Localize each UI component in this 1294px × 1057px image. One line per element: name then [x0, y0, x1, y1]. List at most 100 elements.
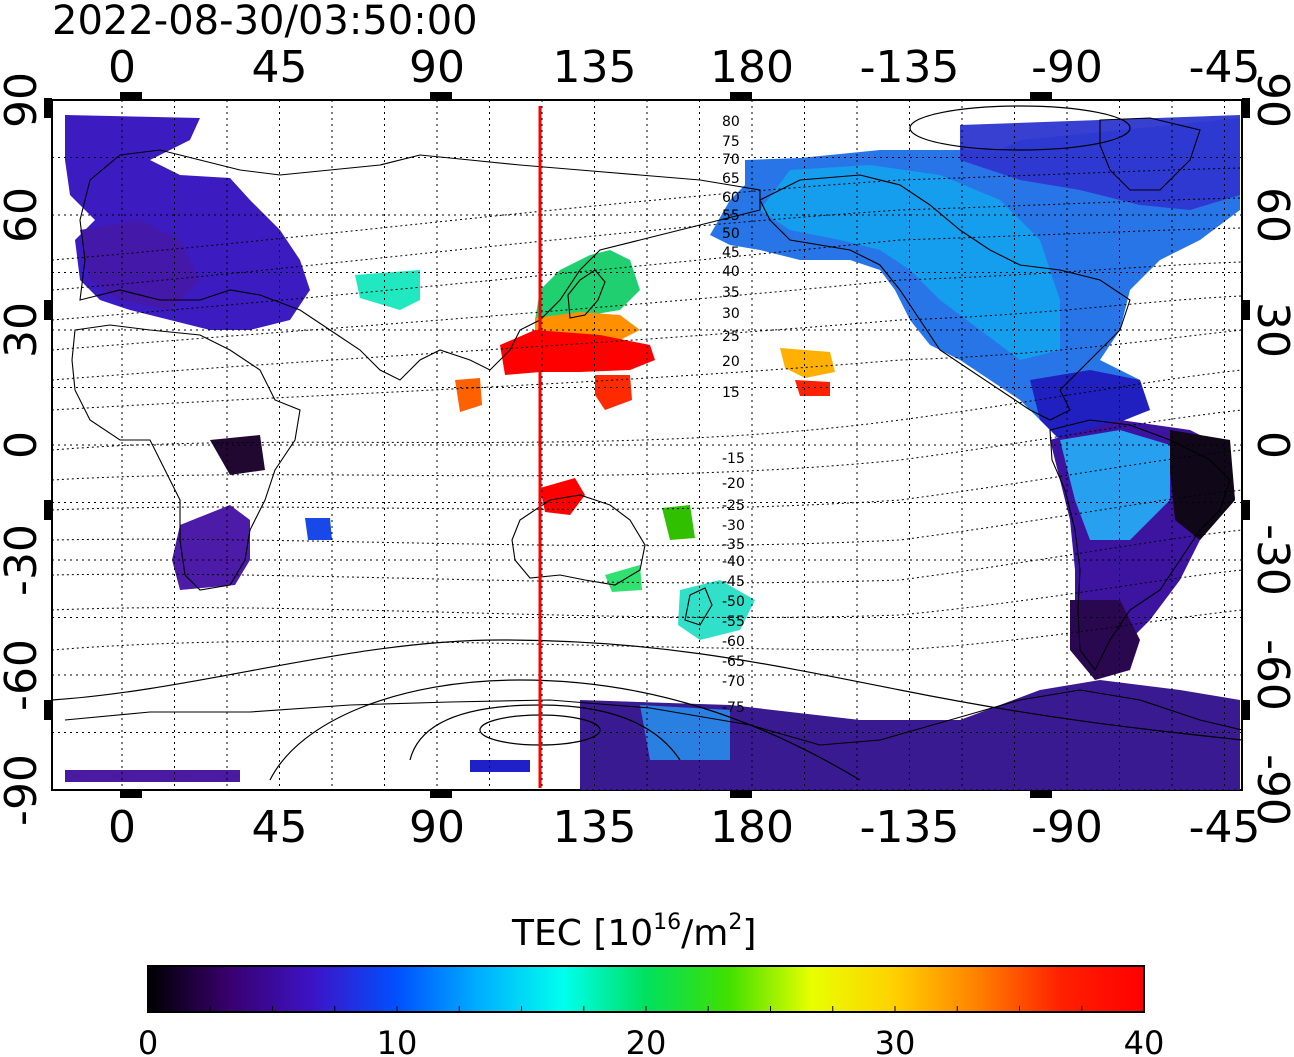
- tec-patch-new-caledonia: [662, 505, 695, 540]
- contour-label: 40: [722, 264, 740, 280]
- left-tick-label: 0: [0, 431, 47, 459]
- tec-patch-antarctica: [580, 680, 1240, 790]
- map-title: 2022-08-30/03:50:00: [52, 0, 478, 44]
- tec-patch-madagascar: [305, 518, 332, 540]
- top-tick-label: 90: [409, 42, 465, 93]
- coast-new-zealand: [684, 587, 713, 626]
- tec-patch-philippine-sea: [595, 375, 632, 410]
- bottom-tick-label: 90: [409, 802, 465, 853]
- contour-label: 65: [722, 171, 740, 187]
- coast-australia: [511, 494, 646, 586]
- bottom-tick-label: 0: [108, 802, 136, 853]
- contour-label: 35: [722, 285, 740, 301]
- tec-patch-europe-west: [80, 220, 200, 310]
- tec-patch-southern-africa: [172, 505, 250, 590]
- contour-label: -35: [722, 537, 745, 553]
- colorbar-tick-label: 20: [626, 1024, 667, 1057]
- top-tick-label: 45: [252, 42, 308, 93]
- right-tick-label: 30: [1247, 302, 1294, 358]
- axis-tick-bars: [44, 92, 1250, 798]
- contour-label: -55: [722, 614, 745, 630]
- bottom-tick-label: -45: [1189, 802, 1261, 853]
- right-tick-label: -60: [1247, 639, 1294, 711]
- contour-label: 60: [722, 190, 740, 206]
- colorbar: [147, 965, 1145, 1013]
- right-axis-ticks: 90 60 30 0 -30 -60 -90: [1247, 72, 1294, 826]
- tec-patch-south-america-equator: [1060, 430, 1170, 540]
- contour-label: -50: [722, 594, 745, 610]
- tec-patch-antarctica-west: [65, 770, 240, 782]
- left-tick-label: 30: [0, 302, 47, 358]
- top-tick-label: -45: [1189, 42, 1261, 93]
- contour-label: 55: [722, 208, 740, 224]
- coastlines: [64, 117, 1242, 746]
- tec-patch-hawaii-south: [795, 380, 830, 396]
- left-tick-label: 90: [0, 72, 47, 128]
- contour-label: -65: [722, 654, 745, 670]
- colorbar-tick-label: 40: [1124, 1024, 1165, 1057]
- top-axis-ticks: 0 45 90 135 180 -135 -90 -45: [108, 42, 1260, 93]
- right-tick-label: 90: [1247, 72, 1294, 128]
- top-tick-label: 0: [108, 42, 136, 93]
- tec-patch-indochina: [455, 378, 482, 412]
- bottom-tick-label: -135: [860, 802, 960, 853]
- top-tick-label: 135: [553, 42, 637, 93]
- colorbar-tick-label: 10: [377, 1024, 418, 1057]
- tec-patch-antarctica-mid: [470, 760, 530, 772]
- bottom-axis-ticks: 0 45 90 135 180 -135 -90 -45: [108, 802, 1260, 853]
- tec-patch-central-asia: [355, 270, 420, 310]
- contour-label: 30: [722, 306, 740, 322]
- colorbar-tick-label: 30: [875, 1024, 916, 1057]
- right-tick-label: 0: [1247, 431, 1294, 459]
- contour-label: -45: [722, 574, 745, 590]
- tec-patch-new-zealand: [678, 580, 755, 640]
- tec-patch-arctic-canada: [960, 115, 1240, 210]
- colorbar-tick-label: 0: [138, 1024, 158, 1057]
- top-tick-label: 180: [710, 42, 794, 93]
- left-axis-ticks: 90 60 30 0 -30 -60 -90: [0, 72, 47, 826]
- coast-eurasia: [79, 149, 761, 381]
- top-tick-label: -135: [860, 42, 960, 93]
- coast-antarctica: [64, 689, 1242, 746]
- coast-south-america: [1049, 419, 1231, 672]
- bottom-tick-label: 180: [710, 802, 794, 853]
- left-tick-label: -90: [0, 754, 47, 826]
- tec-patch-antarctica-bright: [640, 705, 730, 760]
- contour-label: 20: [722, 354, 740, 370]
- tec-patch-japan-north: [535, 250, 640, 320]
- tec-patch-indonesia: [540, 478, 585, 515]
- contour-label: 45: [722, 245, 740, 261]
- bottom-tick-label: 135: [553, 802, 637, 853]
- graticule: [52, 100, 1242, 790]
- right-tick-label: -30: [1247, 524, 1294, 596]
- colorbar-title: TEC [1016/m2]: [511, 910, 756, 954]
- contour-label: 50: [722, 226, 740, 242]
- coast-greenland: [1099, 117, 1201, 191]
- right-tick-label: 60: [1247, 187, 1294, 243]
- left-tick-label: 60: [0, 187, 47, 243]
- coast-japan: [567, 269, 606, 319]
- contour-label: -20: [722, 476, 745, 492]
- contour-labels: 80 75 70 65 60 55 50 45 40 35 30 25 20 15 -15 -20 -25 -30…: [722, 114, 745, 716]
- contour-label: -60: [722, 634, 745, 650]
- contour-label: -40: [722, 554, 745, 570]
- bottom-tick-label: 45: [252, 802, 308, 853]
- tec-patch-brazil: [1170, 430, 1235, 540]
- contour-label: 25: [722, 329, 740, 345]
- contour-label: -30: [722, 518, 745, 534]
- contour-label: -15: [722, 451, 745, 467]
- contour-label: 80: [722, 114, 740, 130]
- coast-north-america: [759, 174, 1131, 421]
- contour-label: -75: [722, 700, 745, 716]
- bottom-tick-label: -90: [1031, 802, 1103, 853]
- colorbar-ticks: 0 10 20 30 40: [138, 1006, 1165, 1057]
- contour-label: -70: [722, 674, 745, 690]
- contour-label: 15: [722, 385, 740, 401]
- contour-label: -25: [722, 498, 745, 514]
- contour-label: 75: [722, 134, 740, 150]
- tec-patch-hawaii: [780, 348, 835, 378]
- left-tick-label: -30: [0, 524, 47, 596]
- right-tick-label: -90: [1247, 754, 1294, 826]
- coast-africa: [71, 324, 301, 591]
